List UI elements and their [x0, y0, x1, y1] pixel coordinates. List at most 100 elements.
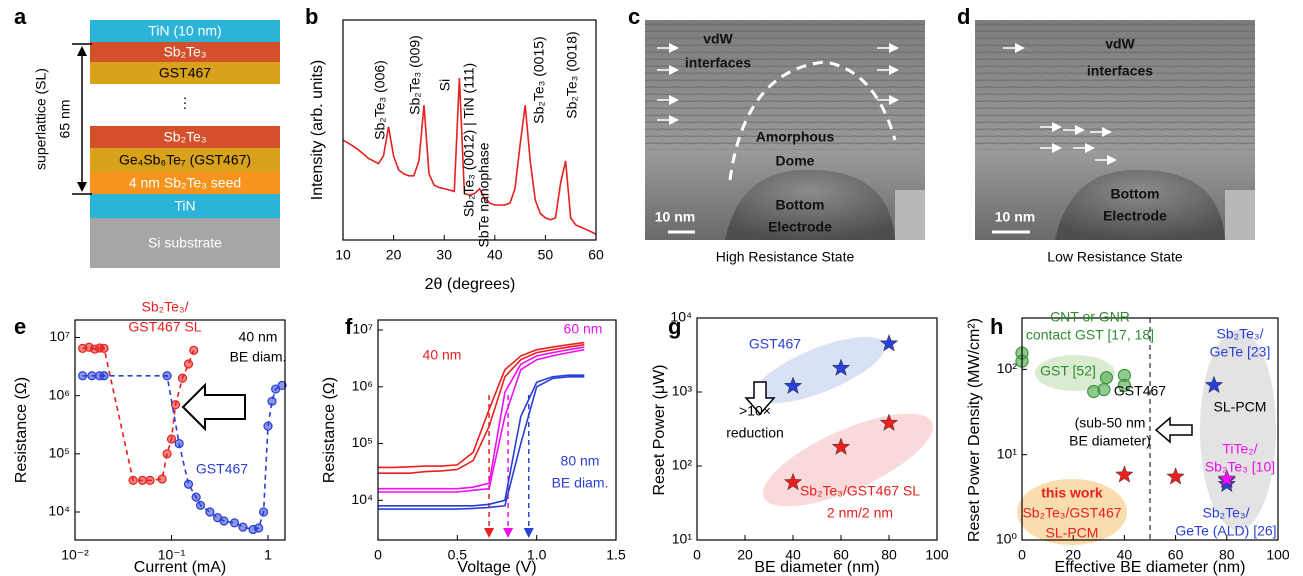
x-tick-label: 0: [374, 547, 382, 563]
annotation: Sb₂Te₃/GST467: [1022, 505, 1121, 521]
arrow-head: [1075, 125, 1085, 135]
group-ellipse: [763, 413, 933, 507]
annotation: Sb₂Te₃/GST467 SL: [800, 483, 920, 499]
side-label: superlattice (SL): [33, 68, 49, 170]
annotation: GeTe [23]: [1210, 344, 1271, 360]
y-tick-label: 10⁷: [352, 321, 373, 337]
y-tick-label: 10³: [672, 383, 693, 399]
annotation: Sb₂Te₃/: [1203, 505, 1250, 521]
dome-outline: [728, 60, 897, 181]
annotation: GST467: [749, 336, 801, 352]
y-tick-label: 10⁴: [670, 309, 692, 325]
layer: [90, 126, 280, 148]
annotation: CNT or GNR: [1050, 309, 1130, 325]
series-line: [378, 374, 585, 507]
layer: [90, 172, 280, 194]
layer: [90, 194, 280, 218]
circle-marker: [170, 400, 181, 410]
arrow-head: [523, 528, 534, 538]
x-tick-label: 10: [335, 247, 351, 263]
annotation: SbTe nanophase: [476, 142, 492, 247]
circle-marker: [238, 522, 248, 532]
circle-marker: [258, 507, 269, 517]
circle-marker: [1117, 378, 1132, 392]
annotation: SL-PCM: [1214, 399, 1267, 415]
circle-marker: [254, 523, 264, 533]
annotation: Sb₂Te₃/: [142, 299, 189, 315]
circle-marker: [183, 359, 194, 369]
circle-marker: [128, 475, 138, 485]
panel-label: f: [345, 314, 353, 339]
arrow-head: [1015, 43, 1025, 53]
layer: [90, 42, 280, 62]
lattice: [975, 20, 1255, 150]
series-line: [342, 77, 597, 235]
plot-frame: [377, 319, 617, 541]
arrow-head: [1052, 122, 1062, 132]
x-tick-label: 80: [1219, 547, 1235, 563]
arrow-head: [1085, 143, 1095, 153]
x-tick-label: 50: [538, 247, 554, 263]
annotation: 40 nm: [423, 347, 462, 363]
x-tick-label: 20: [1065, 547, 1081, 563]
layer-label: Si substrate: [148, 235, 222, 251]
circle-marker: [191, 492, 201, 502]
layer-label: Sb₂Te₃: [163, 129, 206, 145]
annotation: Sb₂Te₃ (0018): [564, 31, 580, 118]
x-tick-label: 1.5: [606, 547, 626, 563]
circle-marker: [174, 438, 184, 449]
y-axis-title: Resistance (Ω): [13, 377, 30, 483]
panel-label: g: [668, 314, 681, 339]
circle-marker: [195, 500, 206, 510]
plot-frame: [1021, 317, 1279, 541]
star-marker: [879, 413, 899, 431]
circle-marker: [137, 475, 148, 485]
layer: [90, 62, 280, 84]
annotation: (sub-50 nm: [1075, 415, 1146, 431]
annotation: GeTe (ALD) [26]: [1175, 523, 1276, 539]
circle-marker: [145, 475, 155, 485]
y-tick-label: 10⁶: [49, 386, 70, 402]
layer: [90, 20, 280, 42]
arrow-head: [77, 182, 87, 192]
panel-label: e: [14, 314, 26, 339]
electrode: [1055, 169, 1225, 240]
series-line: [82, 375, 283, 531]
series-line: [378, 376, 585, 510]
star-marker: [1204, 375, 1224, 394]
arrow-head: [669, 65, 679, 75]
x-axis-title: 2θ (degrees): [425, 276, 516, 293]
arrow-head: [669, 43, 679, 53]
annotation: BE diam.: [230, 349, 287, 365]
arrow-head: [484, 528, 495, 538]
annotation: reduction: [726, 425, 784, 441]
caption: High Resistance State: [716, 249, 855, 265]
panel-label: h: [990, 314, 1003, 339]
x-tick-label: 60: [833, 547, 849, 563]
group-ellipse: [754, 336, 886, 404]
annotation: Sb₂Te₃/: [1217, 326, 1264, 342]
arrow-head: [77, 46, 87, 56]
y-tick-label: 10⁷: [49, 328, 70, 344]
electrode: [725, 169, 895, 240]
y-tick-label: 10⁶: [352, 377, 373, 393]
y-tick-label: 10¹: [672, 531, 693, 547]
annotation: GST467 SL: [128, 319, 201, 335]
image-label: Bottom: [1111, 186, 1160, 202]
circle-marker: [99, 343, 109, 353]
star-marker: [1217, 474, 1237, 493]
circle-marker: [78, 371, 88, 381]
x-tick-label: 100: [1266, 547, 1290, 563]
circle-marker: [166, 434, 177, 444]
circle-marker: [99, 371, 109, 381]
electrode-side: [895, 190, 925, 240]
y-tick-label: 10²: [997, 360, 1018, 376]
y-axis-title: Reset Power Density (MW/cm²): [966, 318, 983, 542]
annotation: Sb₂Te₃ (006): [372, 60, 388, 140]
annotation: GST [52]: [1040, 363, 1096, 379]
circle-marker: [263, 421, 273, 431]
image-label: vdW: [703, 31, 733, 47]
circle-marker: [162, 371, 172, 381]
annotation: Sb₂Te₃ (009): [407, 35, 423, 115]
group-ellipse: [1035, 355, 1115, 391]
